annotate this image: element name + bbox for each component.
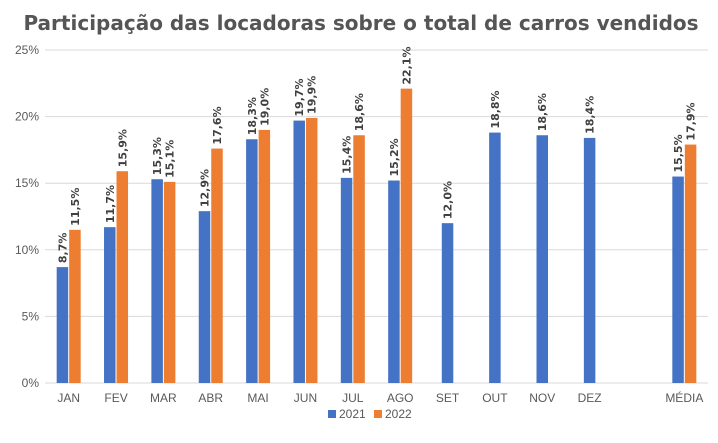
bar-2022-média xyxy=(684,144,697,383)
x-category-label: NOV xyxy=(529,391,555,405)
x-category-label: JAN xyxy=(57,391,80,405)
bar-2021-fev xyxy=(104,227,116,383)
y-tick-label: 5% xyxy=(22,309,40,323)
y-tick-label: 10% xyxy=(15,243,39,257)
data-label: 18,8% xyxy=(489,90,502,128)
x-axis-categories: JAN FEV MAR ABR MAI JUN JUL AGO SET OUT NOV DEZ MÉDI… xyxy=(57,390,703,405)
data-label: 17,9% xyxy=(685,102,698,140)
y-tick-label: 15% xyxy=(15,176,39,190)
bar-2021-set xyxy=(441,223,454,383)
data-label: 11,7% xyxy=(104,185,117,223)
bars xyxy=(56,88,697,384)
x-category-label: DEZ xyxy=(578,391,602,405)
x-category-label: JUL xyxy=(342,391,364,405)
bar-2022-jul xyxy=(353,135,365,383)
data-label: 17,6% xyxy=(211,106,224,144)
data-label: 15,1% xyxy=(164,140,177,178)
legend-label-2021: 2021 xyxy=(339,407,366,421)
bar-2022-jun xyxy=(305,117,318,383)
legend-swatch-2022 xyxy=(374,410,382,418)
bar-2022-mai xyxy=(258,129,271,383)
gridlines xyxy=(45,49,708,384)
data-label: 18,4% xyxy=(584,96,597,134)
bar-2021-dez xyxy=(583,137,596,383)
x-category-label: MAI xyxy=(247,391,268,405)
data-label: 15,3% xyxy=(151,137,164,175)
data-label: 22,1% xyxy=(400,46,413,84)
y-axis-ticks: 0% 5% 10% 15% 20% 25% xyxy=(15,43,39,390)
bar-2022-mar xyxy=(163,181,176,383)
data-label: 18,3% xyxy=(246,97,259,135)
legend: 2021 2022 xyxy=(328,407,412,421)
legend-swatch-2021 xyxy=(328,410,336,418)
x-category-label: FEV xyxy=(104,391,127,405)
data-label: 12,9% xyxy=(199,169,212,207)
x-category-label: MÉDIA xyxy=(665,390,703,405)
x-category-label: SET xyxy=(436,391,460,405)
y-tick-label: 20% xyxy=(15,110,39,124)
bar-2022-ago xyxy=(400,88,413,384)
bar-2021-média xyxy=(672,176,684,383)
bar-2022-jan xyxy=(69,229,81,383)
data-label: 19,7% xyxy=(293,78,306,116)
bar-2021-mai xyxy=(246,139,258,383)
x-category-label: JUN xyxy=(294,391,317,405)
bar-2021-ago xyxy=(388,180,400,383)
data-label: 12,0% xyxy=(442,181,455,219)
data-label: 8,7% xyxy=(56,233,69,264)
bar-2021-mar xyxy=(151,179,163,383)
bar-2021-nov xyxy=(536,135,548,383)
data-label: 19,0% xyxy=(258,88,271,126)
bar-2021-jan xyxy=(56,267,69,383)
data-label: 15,5% xyxy=(672,134,685,172)
y-tick-label: 25% xyxy=(15,43,39,57)
bar-2022-fev xyxy=(116,171,129,383)
bar-2021-abr xyxy=(198,211,211,383)
data-labels: 8,7%11,5% 11,7% 15,9% 15,3% 15,1% 12,9% 17,6% 1… xyxy=(56,46,697,263)
chart-title: Participação das locadoras sobre o total… xyxy=(23,11,698,35)
data-label: 18,6% xyxy=(353,93,366,131)
data-label: 15,9% xyxy=(116,129,129,167)
bar-2021-jul xyxy=(340,177,353,383)
bar-2021-jun xyxy=(293,120,305,383)
data-label: 18,6% xyxy=(536,93,549,131)
x-category-label: AGO xyxy=(387,391,414,405)
y-tick-label: 0% xyxy=(22,376,40,390)
x-category-label: MAR xyxy=(150,391,177,405)
data-label: 11,5% xyxy=(69,188,82,226)
data-label: 15,2% xyxy=(388,138,401,176)
data-label: 19,9% xyxy=(306,76,319,114)
x-category-label: ABR xyxy=(198,391,223,405)
x-category-label: OUT xyxy=(482,391,508,405)
data-label: 15,4% xyxy=(341,136,354,174)
legend-label-2022: 2022 xyxy=(385,407,412,421)
bar-2022-abr xyxy=(211,148,223,383)
bar-2021-out xyxy=(489,132,501,383)
